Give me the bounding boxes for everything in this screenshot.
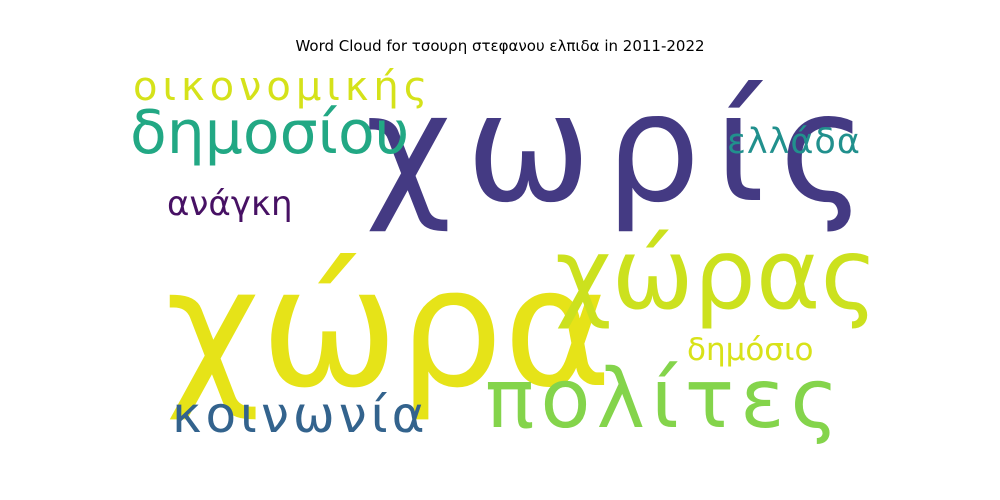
word-1: χωρίς [365, 62, 881, 236]
word-9: ανάγκη [167, 184, 293, 224]
word-7: οικονομικής [133, 64, 432, 110]
word-4: πολίτες [485, 352, 845, 447]
word-3: χώρας [555, 218, 878, 332]
word-5: δημοσίου [130, 98, 409, 168]
word-8: ελλάδα [727, 122, 861, 162]
word-6: κοινωνία [172, 386, 429, 444]
chart-title: Word Cloud for τσουρη στεφανου ελπιδα in… [295, 37, 705, 55]
word-2: χώρα [165, 232, 612, 424]
word-10: δημόσιο [687, 332, 813, 368]
